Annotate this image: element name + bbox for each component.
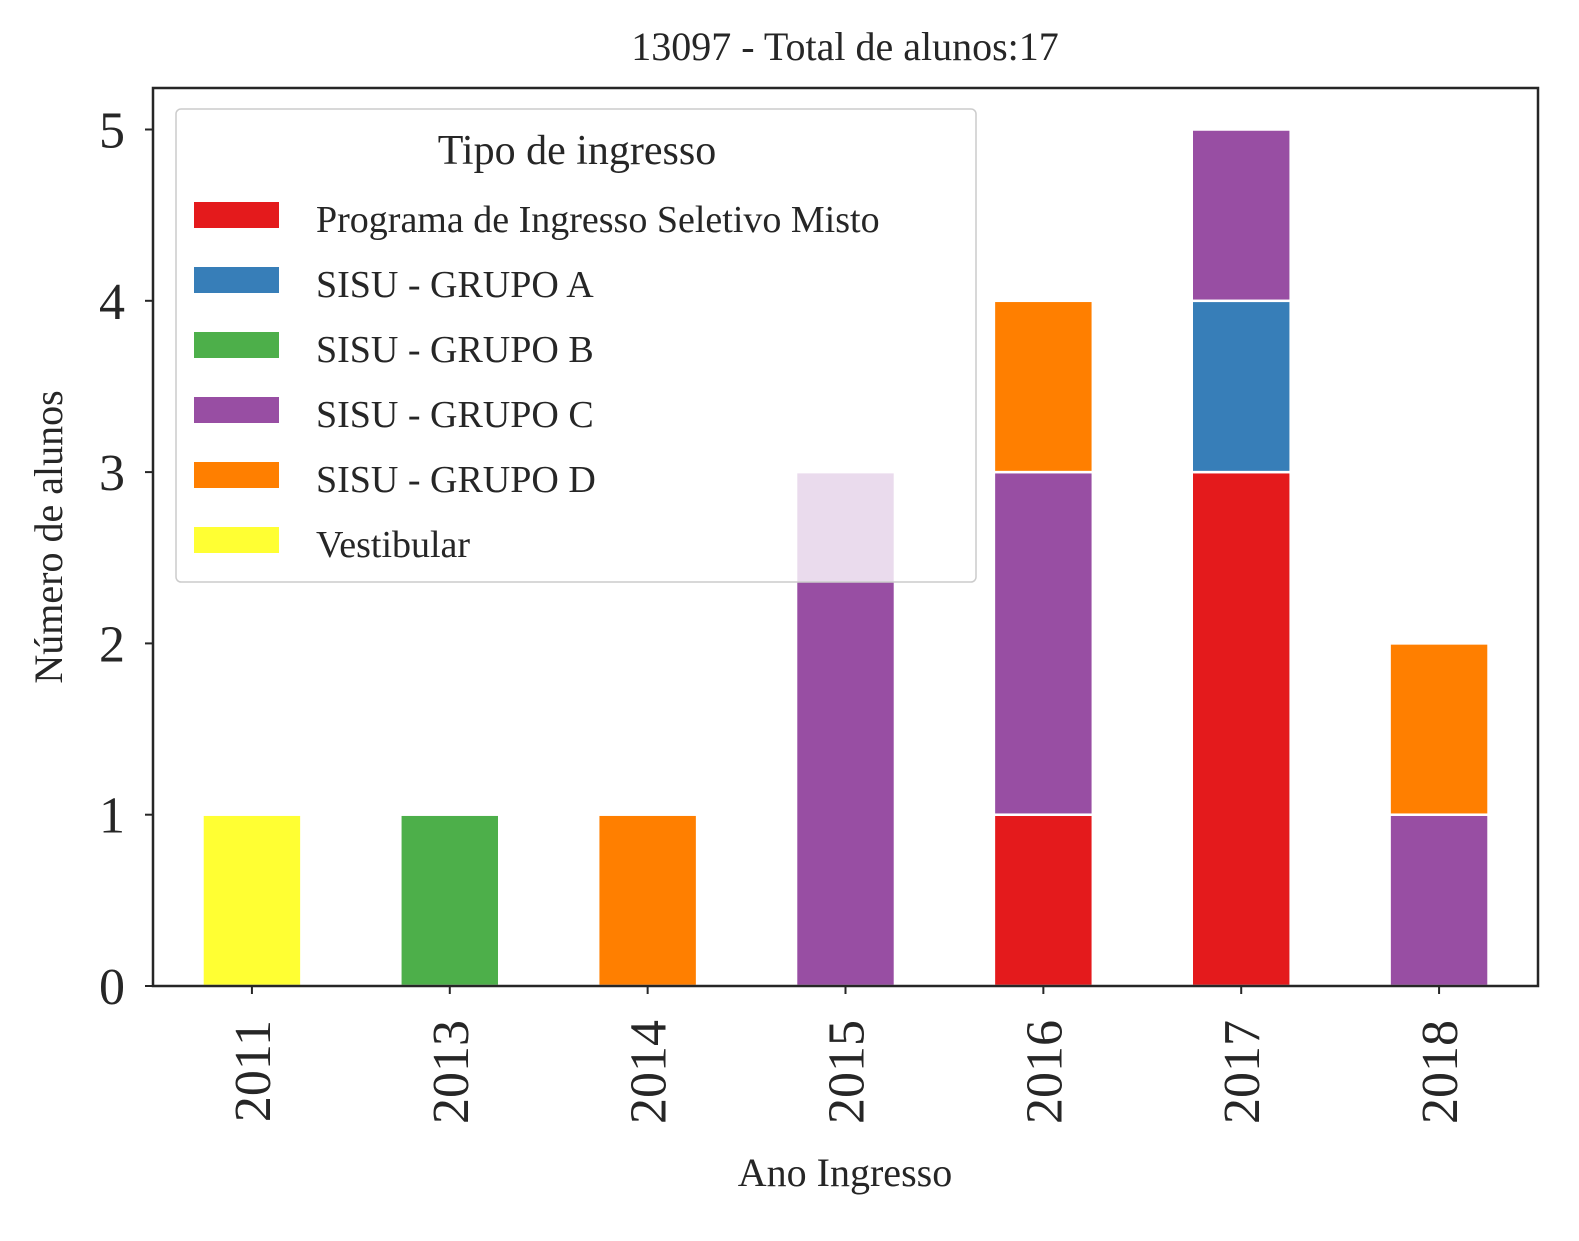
legend-swatch bbox=[194, 397, 279, 423]
x-tick-label: 2017 bbox=[1214, 1020, 1271, 1124]
x-tick-label: 2013 bbox=[423, 1020, 480, 1124]
y-tick-label: 3 bbox=[99, 445, 125, 502]
legend-label: SISU - GRUPO A bbox=[316, 264, 594, 306]
legend-swatch bbox=[194, 462, 279, 488]
x-tick-label: 2015 bbox=[819, 1020, 876, 1124]
y-tick-label: 0 bbox=[99, 959, 125, 1016]
legend-label: Vestibular bbox=[316, 524, 470, 566]
bar-2018-series-4 bbox=[1388, 642, 1490, 816]
y-axis-label: Número de alunos bbox=[26, 390, 71, 683]
chart-title: 13097 - Total de alunos:17 bbox=[631, 24, 1059, 69]
x-tick-label: 2018 bbox=[1412, 1020, 1469, 1124]
legend-label: Programa de Ingresso Seletivo Misto bbox=[316, 199, 880, 241]
bar-2017-series-1 bbox=[1190, 299, 1292, 474]
legend-swatch bbox=[194, 202, 279, 228]
x-tick-label: 2011 bbox=[225, 1020, 282, 1122]
legend: Tipo de ingresso Programa de Ingresso Se… bbox=[175, 108, 977, 583]
legend-title: Tipo de ingresso bbox=[438, 128, 716, 174]
bar-2016-series-0 bbox=[992, 813, 1095, 988]
ticks-layer: 0 1 2 3 4 5 2011 2013 2014 2015 2016 2017 2018 bbox=[99, 103, 1469, 1125]
legend-label: SISU - GRUPO C bbox=[316, 394, 594, 436]
bar-2013-series-2 bbox=[399, 813, 501, 988]
legend-items: Programa de Ingresso Seletivo Misto SISU … bbox=[194, 199, 880, 566]
y-tick-label: 5 bbox=[99, 103, 125, 160]
bar-2017-series-3 bbox=[1190, 128, 1292, 303]
legend-swatch bbox=[194, 267, 279, 293]
y-tick-label: 2 bbox=[99, 616, 125, 673]
legend-label: SISU - GRUPO D bbox=[316, 459, 596, 501]
legend-swatch bbox=[194, 527, 279, 553]
legend-label: SISU - GRUPO B bbox=[316, 329, 594, 371]
bar-2018-series-3 bbox=[1388, 813, 1490, 988]
x-axis-label: Ano Ingresso bbox=[738, 1150, 952, 1195]
bar-2016-series-3 bbox=[992, 470, 1095, 816]
bar-2016-series-4 bbox=[992, 299, 1095, 474]
legend-frame bbox=[175, 108, 977, 583]
legend-swatch bbox=[194, 332, 279, 358]
bars-layer bbox=[201, 128, 1490, 988]
bar-2017-series-0 bbox=[1190, 470, 1292, 988]
x-tick-label: 2016 bbox=[1016, 1020, 1073, 1124]
y-tick-label: 4 bbox=[99, 274, 125, 331]
bar-2014-series-4 bbox=[596, 813, 699, 988]
bar-2011-series-5 bbox=[201, 813, 303, 988]
y-tick-label: 1 bbox=[99, 788, 125, 845]
x-tick-label: 2014 bbox=[621, 1020, 678, 1124]
